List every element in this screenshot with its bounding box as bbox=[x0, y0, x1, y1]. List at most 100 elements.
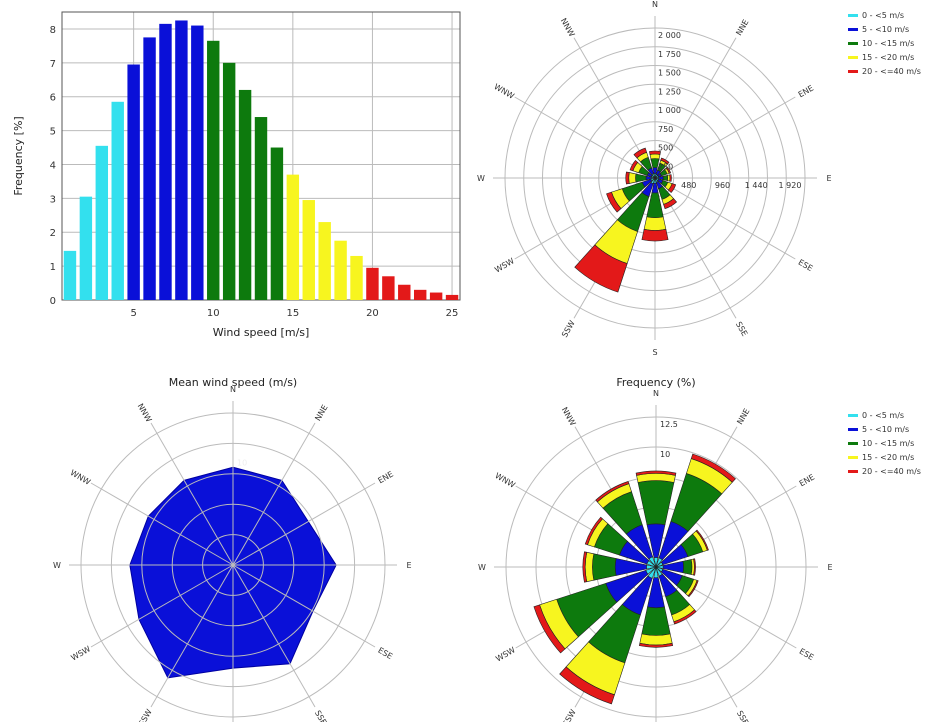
direction-label: W bbox=[53, 561, 61, 570]
rose-segment bbox=[687, 579, 699, 598]
axis-value-label: 1 920 bbox=[779, 181, 802, 190]
y-tick-label: 8 bbox=[50, 25, 56, 36]
rose-segment bbox=[584, 551, 595, 583]
legend-swatch bbox=[848, 42, 858, 45]
rose-segment bbox=[690, 453, 736, 483]
rose-segment bbox=[574, 244, 628, 293]
legend-label: 15 - <20 m/s bbox=[862, 53, 914, 62]
ring-label: 1 500 bbox=[658, 69, 681, 78]
x-tick-label: 15 bbox=[286, 308, 299, 319]
histogram-bar bbox=[175, 20, 188, 301]
histogram-bar bbox=[79, 196, 93, 300]
ring-label: 1 250 bbox=[658, 87, 681, 96]
ring-label: 2 000 bbox=[658, 31, 681, 40]
direction-label: NNW bbox=[136, 402, 154, 424]
direction-label: WSW bbox=[494, 645, 517, 663]
rose-segment bbox=[669, 174, 672, 182]
histogram-bar bbox=[286, 174, 300, 300]
histogram-bar bbox=[191, 25, 204, 300]
y-axis-label: Frequency [%] bbox=[12, 116, 25, 195]
legend-swatch bbox=[848, 470, 858, 473]
direction-label: WSW bbox=[70, 644, 93, 662]
rose-segment bbox=[606, 191, 622, 213]
legend-label: 20 - <=40 m/s bbox=[862, 67, 921, 76]
y-tick-label: 4 bbox=[50, 160, 56, 171]
legend-swatch bbox=[848, 456, 858, 459]
histogram-bar bbox=[366, 267, 379, 300]
histogram-bar bbox=[127, 64, 140, 301]
rose-segment bbox=[639, 633, 673, 646]
polar-spoke bbox=[150, 564, 234, 708]
direction-label: N bbox=[230, 385, 236, 394]
x-axis-label: Wind speed [m/s] bbox=[213, 326, 310, 339]
legend-label: 10 - <15 m/s bbox=[862, 39, 914, 48]
legend-swatch bbox=[848, 428, 858, 431]
rose-segment bbox=[673, 609, 697, 625]
direction-label: E bbox=[826, 174, 831, 183]
polar-spoke bbox=[514, 96, 656, 179]
direction-label: SSE bbox=[735, 709, 750, 722]
frequency-rose-percent: NNNEENEEESESSESSSWWSWWWNWNNW12.510 bbox=[478, 389, 833, 722]
legend-swatch bbox=[848, 70, 858, 73]
direction-label: ENE bbox=[798, 473, 816, 489]
rose-segment bbox=[649, 150, 661, 155]
direction-label: ENE bbox=[797, 84, 815, 100]
histogram-bar bbox=[445, 294, 459, 300]
rose-segment bbox=[641, 606, 671, 636]
x-tick-label: 25 bbox=[446, 308, 459, 319]
rose-segment bbox=[635, 173, 647, 183]
polar-spoke bbox=[232, 564, 376, 648]
legend-label: 15 - <20 m/s bbox=[862, 453, 914, 462]
legend-swatch bbox=[848, 14, 858, 17]
direction-label: NNE bbox=[734, 18, 750, 37]
polar-spoke bbox=[654, 96, 796, 179]
rose-segment bbox=[638, 642, 674, 648]
legend-swatch bbox=[848, 28, 858, 31]
ring-label: 250 bbox=[658, 162, 673, 171]
direction-label: WNW bbox=[492, 82, 515, 101]
histogram-bar bbox=[238, 89, 252, 300]
rose-legend-bottom: 0 - <5 m/s 5 - <10 m/s 10 - <15 m/s 15 - <2… bbox=[848, 411, 921, 476]
rose-segment bbox=[660, 157, 670, 165]
rose-segment bbox=[637, 480, 675, 526]
legend-label: 0 - <5 m/s bbox=[862, 11, 904, 20]
rose-segment bbox=[635, 470, 677, 476]
histogram-bar bbox=[318, 222, 331, 300]
direction-label: W bbox=[478, 563, 486, 572]
rose-legend-top: 0 - <5 m/s 5 - <10 m/s 10 - <15 m/s 15 - <2… bbox=[848, 11, 921, 76]
legend-swatch bbox=[848, 442, 858, 445]
direction-label: N bbox=[652, 0, 658, 9]
direction-label: ENE bbox=[376, 470, 394, 486]
wind-speed-histogram: 0 1 2 3 4 5 6 7 8 5 10 15 20 25 Wind speed [m/s] Freque… bbox=[12, 11, 461, 339]
direction-label: NNW bbox=[559, 17, 577, 39]
rose-segment bbox=[633, 147, 648, 159]
histogram-bar bbox=[111, 101, 124, 300]
rose-segment bbox=[649, 153, 661, 160]
direction-label: S bbox=[652, 348, 657, 357]
legend-label: 5 - <10 m/s bbox=[862, 25, 909, 34]
direction-label: E bbox=[406, 561, 411, 570]
histogram-bar bbox=[429, 292, 443, 300]
direction-label: NNW bbox=[560, 406, 578, 428]
polar-spoke bbox=[90, 482, 234, 566]
rose-segment bbox=[629, 160, 639, 172]
polar-spoke bbox=[232, 482, 376, 566]
ring-label: 1 750 bbox=[658, 50, 681, 59]
frequency-rose-count: N NNE ENE E ESE SSE S SSW WSW W WNW NNW 2 000 1 750 1 … bbox=[477, 0, 831, 357]
ring-label: 10 bbox=[237, 458, 247, 467]
legend-swatch bbox=[848, 414, 858, 417]
x-tick-label: 20 bbox=[366, 308, 379, 319]
direction-label: NNE bbox=[313, 403, 329, 422]
rose-segment bbox=[643, 216, 667, 231]
rose-segment bbox=[662, 174, 669, 182]
direction-label: W bbox=[477, 174, 485, 183]
rose-segment bbox=[695, 529, 709, 551]
rose-segment bbox=[595, 481, 630, 503]
rose-segment bbox=[533, 604, 566, 654]
direction-label: SSE bbox=[313, 709, 328, 722]
histogram-bar bbox=[270, 147, 284, 300]
histogram-bar bbox=[334, 240, 347, 300]
direction-label: SSW bbox=[560, 319, 577, 339]
histogram-bar bbox=[302, 200, 315, 300]
